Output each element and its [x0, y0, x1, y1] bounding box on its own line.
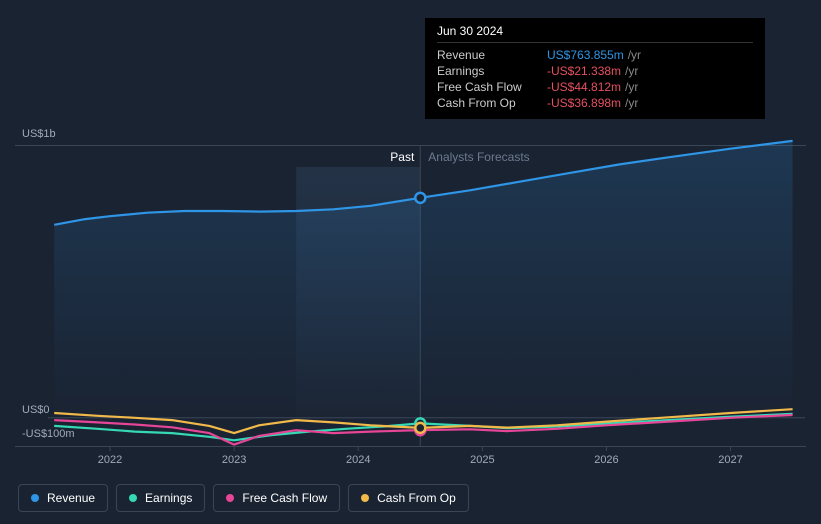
legend-dot-icon [129, 494, 137, 502]
legend-toggle-revenue[interactable]: Revenue [18, 484, 108, 512]
legend-dot-icon [226, 494, 234, 502]
legend-toggle-fcf[interactable]: Free Cash Flow [213, 484, 340, 512]
tooltip-value: -US$21.338m [547, 64, 621, 78]
tooltip-value: US$763.855m [547, 48, 624, 62]
legend-dot-icon [31, 494, 39, 502]
tooltip-suffix: /yr [625, 64, 638, 78]
tooltip-value: -US$44.812m [547, 80, 621, 94]
tooltip-suffix: /yr [625, 80, 638, 94]
legend-label: Revenue [47, 491, 95, 505]
x-axis-tick-2026: 2026 [594, 454, 618, 466]
tooltip-row-revenue: RevenueUS$763.855m/yr [437, 47, 753, 63]
x-axis-tick-2025: 2025 [470, 454, 494, 466]
legend-label: Earnings [145, 491, 192, 505]
hover-tooltip: Jun 30 2024 RevenueUS$763.855m/yrEarning… [425, 18, 765, 119]
x-axis-tick-2023: 2023 [222, 454, 246, 466]
x-axis-tick-2027: 2027 [718, 454, 742, 466]
tooltip-label: Free Cash Flow [437, 80, 547, 94]
tooltip-row-cash-from-op: Cash From Op-US$36.898m/yr [437, 95, 753, 111]
x-axis-tick-2022: 2022 [98, 454, 122, 466]
legend-label: Cash From Op [377, 491, 456, 505]
tooltip-label: Cash From Op [437, 96, 547, 110]
tooltip-row-free-cash-flow: Free Cash Flow-US$44.812m/yr [437, 79, 753, 95]
tooltip-value: -US$36.898m [547, 96, 621, 110]
legend-toggle-earnings[interactable]: Earnings [116, 484, 205, 512]
x-axis-tick-2024: 2024 [346, 454, 370, 466]
financial-chart: US$1b US$0 -US$100m Past Analysts Foreca… [15, 0, 806, 524]
tooltip-label: Revenue [437, 48, 547, 62]
tooltip-label: Earnings [437, 64, 547, 78]
legend-dot-icon [361, 494, 369, 502]
tooltip-suffix: /yr [628, 48, 641, 62]
legend-label: Free Cash Flow [242, 491, 327, 505]
tooltip-row-earnings: Earnings-US$21.338m/yr [437, 63, 753, 79]
chart-legend: Revenue Earnings Free Cash Flow Cash From O… [18, 484, 469, 512]
legend-toggle-cfo[interactable]: Cash From Op [348, 484, 469, 512]
tooltip-date: Jun 30 2024 [437, 24, 753, 43]
tooltip-suffix: /yr [625, 96, 638, 110]
